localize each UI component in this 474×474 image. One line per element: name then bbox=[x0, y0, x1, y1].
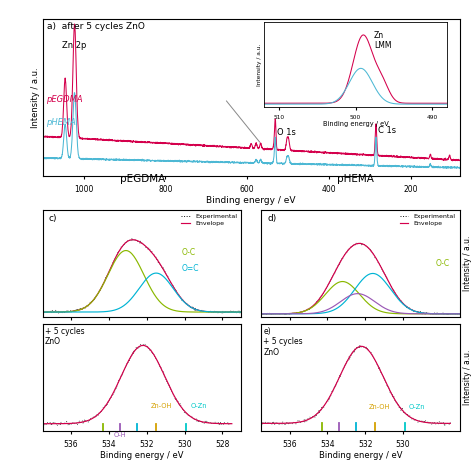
Text: O-C: O-C bbox=[182, 248, 196, 257]
Text: O-Zn: O-Zn bbox=[190, 403, 207, 410]
Y-axis label: Intensity / a.u.: Intensity / a.u. bbox=[463, 236, 472, 291]
Text: pEGDMA: pEGDMA bbox=[46, 95, 82, 104]
Text: O-C: O-C bbox=[436, 258, 450, 267]
Text: e)
+ 5 cycles
ZnO: e) + 5 cycles ZnO bbox=[263, 327, 303, 356]
Y-axis label: Intensity / a.u.: Intensity / a.u. bbox=[31, 67, 40, 128]
Text: pHEMA: pHEMA bbox=[46, 118, 76, 127]
Y-axis label: Intensity / a.u.: Intensity / a.u. bbox=[463, 350, 472, 405]
Text: Zn-OH: Zn-OH bbox=[150, 403, 172, 410]
X-axis label: Binding energy / eV: Binding energy / eV bbox=[100, 451, 184, 460]
Text: Zn 2p: Zn 2p bbox=[63, 41, 87, 50]
X-axis label: Binding energy / eV: Binding energy / eV bbox=[207, 196, 296, 205]
Legend: Experimental, Envelope: Experimental, Envelope bbox=[399, 213, 456, 227]
Text: O-Zn: O-Zn bbox=[409, 404, 425, 410]
Text: O-H: O-H bbox=[114, 432, 127, 438]
X-axis label: Binding energy / eV: Binding energy / eV bbox=[319, 451, 402, 460]
Text: O 1s: O 1s bbox=[277, 128, 296, 137]
Text: c): c) bbox=[49, 214, 57, 223]
Text: a)  after 5 cycles ZnO: a) after 5 cycles ZnO bbox=[47, 22, 145, 31]
Text: d): d) bbox=[267, 214, 276, 223]
Text: O=C: O=C bbox=[182, 264, 199, 273]
Text: C 1s: C 1s bbox=[378, 126, 396, 135]
Text: pHEMA: pHEMA bbox=[337, 173, 374, 184]
Legend: Experimental, Envelope: Experimental, Envelope bbox=[180, 213, 238, 227]
Text: Zn-OH: Zn-OH bbox=[369, 404, 391, 410]
Text: + 5 cycles
ZnO: + 5 cycles ZnO bbox=[45, 327, 84, 346]
Text: pEGDMA: pEGDMA bbox=[119, 173, 165, 184]
